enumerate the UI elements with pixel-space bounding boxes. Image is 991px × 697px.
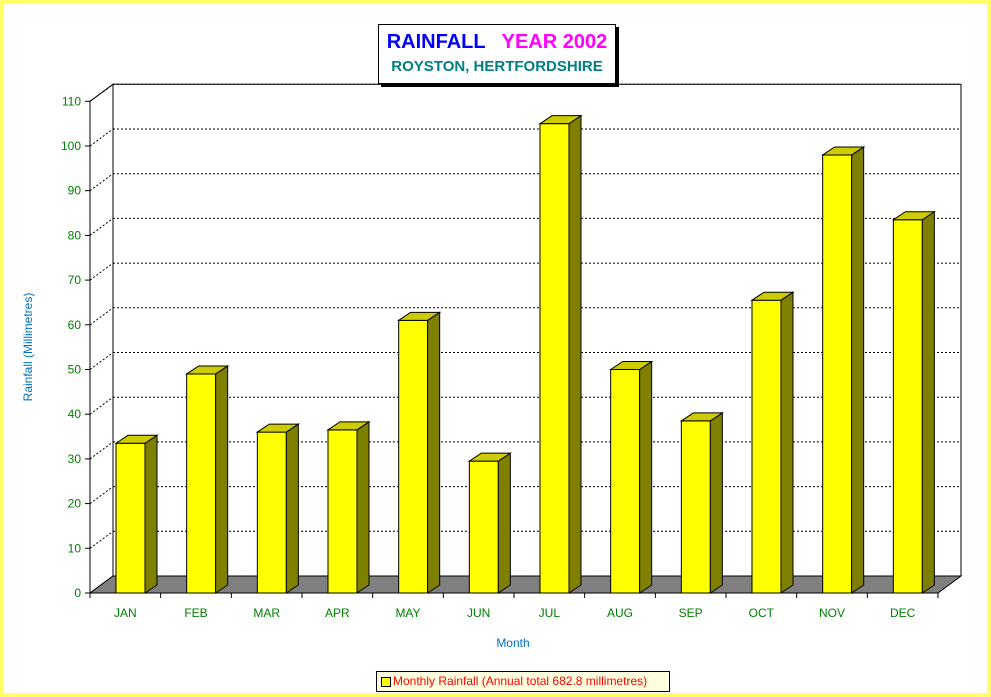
bar: [256, 431, 287, 594]
bar-side: [427, 311, 441, 594]
bar-side: [356, 420, 370, 594]
bar: [186, 373, 217, 594]
legend: Monthly Rainfall (Annual total 682.8 mil…: [376, 671, 670, 692]
bar-side: [780, 291, 794, 594]
side-wall: [89, 83, 114, 594]
bar: [751, 299, 782, 594]
y-tick-label: 100: [61, 139, 81, 153]
bar-side: [851, 146, 865, 594]
x-tick-label: SEP: [679, 606, 703, 620]
gridline-side: [89, 396, 114, 415]
bar-top: [114, 434, 159, 444]
x-tick-label: AUG: [607, 606, 633, 620]
y-tick-label: 80: [68, 228, 82, 242]
chart-subtitle: ROYSTON, HERTFORDSHIRE: [391, 58, 603, 75]
x-tick-label: OCT: [749, 606, 775, 620]
bar: [398, 319, 429, 594]
bar-top: [821, 146, 866, 156]
x-axis-label: Month: [496, 636, 529, 650]
gridline-side: [89, 262, 114, 281]
y-tick-label: 70: [68, 273, 82, 287]
bar-top: [679, 412, 724, 422]
y-tick-label: 0: [74, 586, 81, 600]
bar-side: [639, 360, 653, 594]
bar-top: [538, 115, 583, 125]
gridline-side: [89, 530, 114, 549]
bar: [327, 429, 358, 594]
bar-top: [750, 291, 795, 301]
bar-side: [921, 210, 935, 594]
chart-title-box: RAINFALL YEAR 2002 ROYSTON, HERTFORDSHIRE: [378, 24, 616, 84]
bar-top: [609, 361, 654, 370]
gridline-side: [89, 352, 114, 370]
chart-title: RAINFALL YEAR 2002: [379, 31, 615, 54]
bar-side: [568, 114, 582, 594]
bar: [822, 154, 853, 594]
gridline-side: [89, 128, 114, 147]
bar-top: [255, 423, 300, 433]
x-tick-label: DEC: [890, 606, 916, 620]
gridline-side: [89, 486, 114, 505]
legend-swatch: [381, 677, 391, 687]
legend-label: Monthly Rainfall (Annual total 682.8 mil…: [393, 674, 648, 688]
bar-side: [285, 423, 299, 594]
x-tick-label: JUL: [539, 606, 561, 620]
bar: [468, 460, 499, 594]
bar-top: [397, 311, 442, 321]
gridline-side: [89, 83, 114, 102]
y-tick-label: 90: [68, 184, 82, 198]
x-tick-label: MAR: [253, 606, 280, 620]
gridline-side: [89, 441, 114, 460]
y-axis-label: Rainfall (Millimetres): [21, 293, 35, 402]
bar-top: [185, 365, 230, 375]
x-tick-label: JUN: [467, 606, 490, 620]
chart-title-main: RAINFALL: [386, 31, 486, 53]
y-tick-label: 30: [68, 452, 82, 466]
bar: [115, 442, 146, 594]
bar-side: [215, 365, 229, 594]
x-tick-label: JAN: [114, 606, 137, 620]
x-tick-label: NOV: [819, 606, 845, 620]
bar-side: [497, 452, 511, 594]
gridline-side: [89, 217, 114, 236]
bar: [610, 369, 641, 594]
bar-top: [891, 211, 936, 221]
bar-top: [326, 421, 371, 431]
bar-side: [709, 411, 723, 594]
y-tick-label: 60: [68, 318, 82, 332]
y-tick-label: 40: [68, 407, 82, 421]
x-tick-label: MAY: [395, 606, 420, 620]
x-tick-label: FEB: [184, 606, 207, 620]
chart-plot: 0 10 20 30 40 50 60 70 80 90 100 110 Rainfall (Milli…: [21, 83, 963, 650]
y-tick-label: 50: [68, 363, 82, 377]
bar: [680, 420, 711, 594]
x-tick-label: APR: [325, 606, 350, 620]
y-tick-label: 20: [68, 497, 82, 511]
gridline-side: [89, 173, 114, 192]
y-tick-label: 10: [68, 541, 82, 555]
bar: [892, 219, 923, 594]
chart-title-year: YEAR 2002: [501, 31, 608, 53]
gridline-side: [89, 307, 114, 326]
bar-top: [467, 452, 512, 462]
y-tick-label: 110: [62, 94, 81, 108]
bar: [539, 123, 570, 594]
bar-side: [144, 434, 158, 594]
